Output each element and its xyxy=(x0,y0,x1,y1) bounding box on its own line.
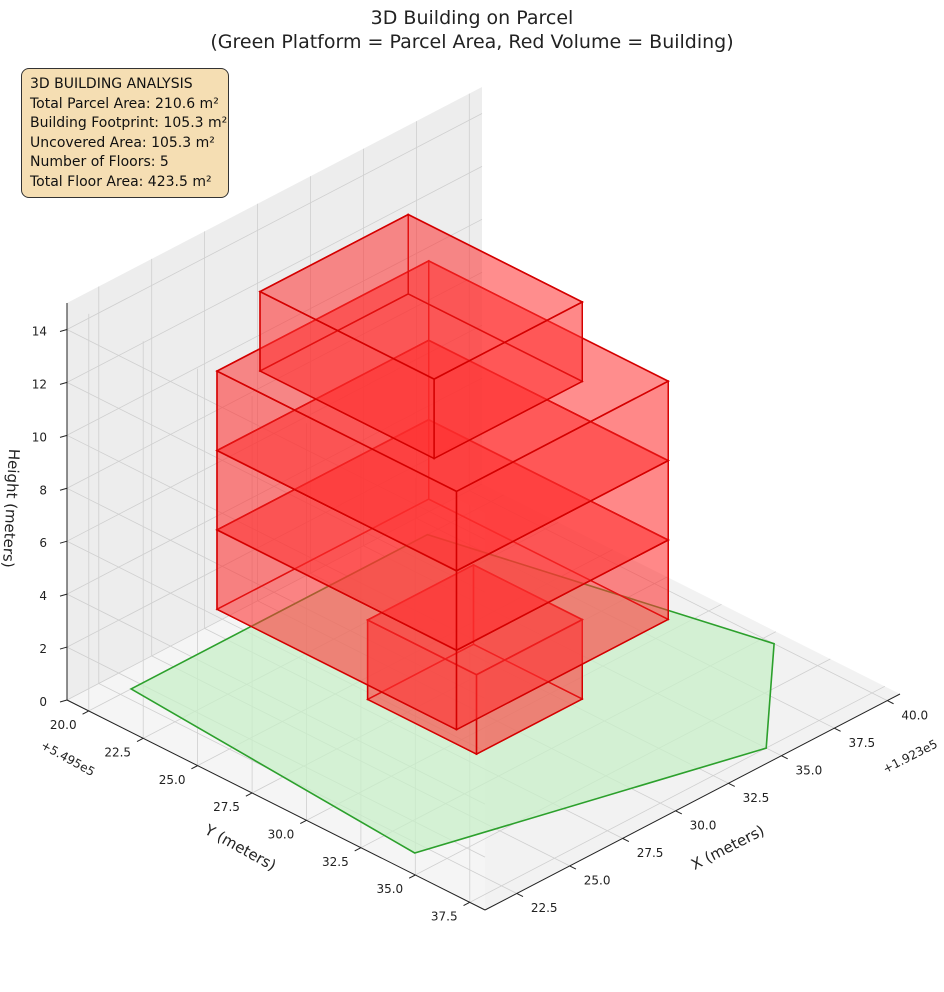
building-floor-3 xyxy=(215,339,670,652)
y-tick-label: 30.0 xyxy=(268,827,295,841)
x-tick-label: 27.5 xyxy=(637,846,664,860)
z-tick-mark xyxy=(59,381,68,385)
y-tick-label: 25.0 xyxy=(159,773,186,787)
z-tick-label: 8 xyxy=(39,483,47,497)
analysis-info-box: 3D BUILDING ANALYSIS Total Parcel Area: … xyxy=(21,68,229,198)
chart-title-line1: 3D Building on Parcel xyxy=(370,7,574,29)
z-tick-mark xyxy=(59,328,68,332)
y-tick-mark xyxy=(136,737,144,742)
info-line-parcel-area: Total Parcel Area: 210.6 m² xyxy=(30,95,219,112)
building-floor-4 xyxy=(215,259,670,572)
z-tick-mark xyxy=(59,434,68,438)
x-tick-mark xyxy=(781,755,788,760)
z-tick-label: 4 xyxy=(39,589,47,603)
y-tick-mark xyxy=(463,901,470,907)
z-tick-mark xyxy=(59,593,68,597)
y-tick-mark xyxy=(354,847,362,852)
x-tick-label: 40.0 xyxy=(901,708,928,722)
chart-title-line2: (Green Platform = Parcel Area, Red Volum… xyxy=(210,31,734,53)
y-tick-mark xyxy=(300,819,307,824)
y-tick-label: 27.5 xyxy=(213,800,240,814)
y-tick-mark xyxy=(245,792,253,797)
z-tick-mark xyxy=(59,540,68,544)
x-tick-label: 37.5 xyxy=(848,736,875,750)
info-line-floors: Number of Floors: 5 xyxy=(30,154,169,170)
x-tick-mark xyxy=(887,700,894,705)
x-tick-label: 35.0 xyxy=(796,763,823,777)
x-axis-line xyxy=(484,693,901,911)
parcel-platform xyxy=(129,533,775,854)
x-tick-mark xyxy=(728,782,735,787)
info-line-uncovered: Uncovered Area: 105.3 m² xyxy=(30,134,215,151)
y-tick-label: 22.5 xyxy=(104,745,131,759)
right-pane xyxy=(67,87,482,700)
floor-top-face xyxy=(258,213,585,380)
info-heading: 3D BUILDING ANALYSIS xyxy=(30,76,193,92)
z-tick-label: 0 xyxy=(39,695,47,709)
info-line-footprint: Building Footprint: 105.3 m² xyxy=(30,115,228,131)
tick-marks: 22.5 25.0 27.5 30.0 32.5 35.0 37.5 40.0 20.0 22.5… xyxy=(32,324,928,923)
x-tick-mark xyxy=(622,837,630,842)
building-floor-2 xyxy=(215,418,670,731)
y-tick-label: 32.5 xyxy=(322,855,349,869)
z-tick-mark xyxy=(59,487,68,491)
y-offset-label: +5.495e5 xyxy=(39,738,98,779)
y-tick-mark xyxy=(191,765,198,770)
floor-top-face xyxy=(215,260,670,493)
data-volumes xyxy=(129,213,775,854)
z-axis-label: Height (meters) xyxy=(0,448,23,568)
y-tick-label: 20.0 xyxy=(50,718,77,732)
x-tick-mark xyxy=(834,727,841,732)
z-tick-label: 10 xyxy=(32,430,47,444)
y-tick-label: 35.0 xyxy=(376,882,403,896)
z-tick-mark xyxy=(59,699,68,703)
x-tick-mark xyxy=(569,865,577,870)
y-tick-label: 37.5 xyxy=(431,910,458,924)
x-tick-mark xyxy=(675,810,683,815)
z-tick-label: 14 xyxy=(32,324,47,338)
chart-title: 3D Building on Parcel (Green Platform = … xyxy=(0,6,944,54)
building-floor-5 xyxy=(258,213,585,460)
x-tick-label: 32.5 xyxy=(743,791,770,805)
z-tick-mark xyxy=(59,646,68,650)
y-tick-mark xyxy=(408,874,416,879)
z-tick-label: 12 xyxy=(32,377,47,391)
x-tick-label: 25.0 xyxy=(584,874,611,888)
x-tick-mark xyxy=(516,893,524,898)
z-tick-label: 2 xyxy=(39,642,47,656)
z-tick-label: 6 xyxy=(39,536,47,550)
floor-top-face xyxy=(365,564,585,676)
x-tick-label: 30.0 xyxy=(690,819,717,833)
x-offset-label: +1.923e5 xyxy=(881,737,940,776)
x-tick-label: 22.5 xyxy=(531,901,558,915)
info-line-floor-area: Total Floor Area: 423.5 m² xyxy=(30,173,212,190)
y-tick-mark xyxy=(82,710,90,715)
